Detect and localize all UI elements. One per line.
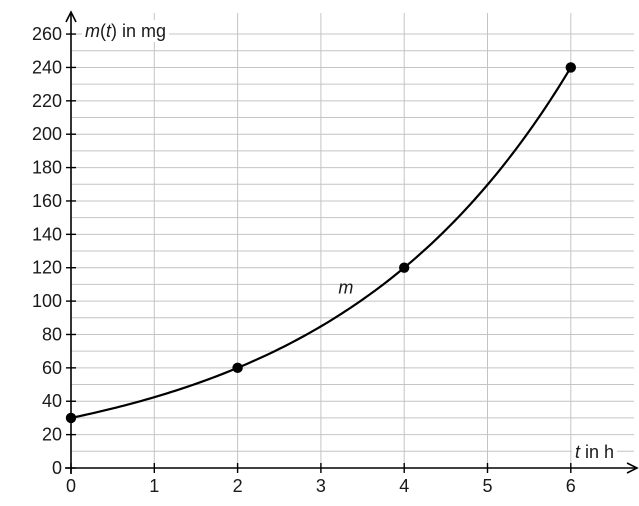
axis-labels: m(t) in mg t in h m <box>82 20 618 463</box>
x-axis-arrow <box>626 462 639 474</box>
y-tick-label: 40 <box>42 391 62 411</box>
x-axis-label-rest: in h <box>580 442 614 462</box>
y-tick-label: 100 <box>32 291 62 311</box>
series <box>65 62 576 424</box>
y-tick-label: 180 <box>32 158 62 178</box>
x-axis-label-backing <box>572 441 618 463</box>
y-axis-label-func: m <box>85 21 100 41</box>
y-tick-label: 60 <box>42 358 62 378</box>
x-axis-label-var: t <box>575 442 581 462</box>
x-tick-label: 3 <box>316 476 326 496</box>
y-axis-arrow <box>65 10 77 23</box>
x-axis-label: t in h <box>575 442 614 462</box>
y-tick-label: 20 <box>42 425 62 445</box>
data-point <box>565 62 576 73</box>
y-axis-label-backing <box>82 20 170 42</box>
y-tick-label: 0 <box>52 458 62 478</box>
data-point <box>399 262 410 273</box>
x-tick-label: 2 <box>233 476 243 496</box>
ticks: 0 20 40 60 80 100 120 140 160 180 200 220 240 260 0 1 2 3… <box>32 24 576 496</box>
y-tick-label: 80 <box>42 324 62 344</box>
grid <box>71 13 634 468</box>
y-tick-label: 140 <box>32 224 62 244</box>
y-tick-label: 120 <box>32 258 62 278</box>
y-axis-label-open: ( <box>100 21 106 41</box>
series-curve <box>70 66 572 420</box>
data-point <box>65 412 77 424</box>
y-axis-label-rest: in mg <box>117 21 166 41</box>
x-tick-label: 5 <box>482 476 492 496</box>
y-tick-label: 160 <box>32 191 62 211</box>
y-tick-label: 220 <box>32 91 62 111</box>
x-tick-label: 6 <box>566 476 576 496</box>
axes <box>65 10 639 474</box>
y-tick-label: 200 <box>32 124 62 144</box>
x-tick-label: 4 <box>399 476 409 496</box>
y-axis-label-close: ) <box>111 21 117 41</box>
x-tick-label: 1 <box>149 476 159 496</box>
y-tick-label: 240 <box>32 57 62 77</box>
x-tick-label: 0 <box>66 476 76 496</box>
y-axis-label: m(t) in mg <box>85 21 166 41</box>
y-tick-label: 260 <box>32 24 62 44</box>
y-axis-label-var: t <box>106 21 112 41</box>
series-label: m <box>338 278 353 298</box>
data-point <box>232 362 243 374</box>
